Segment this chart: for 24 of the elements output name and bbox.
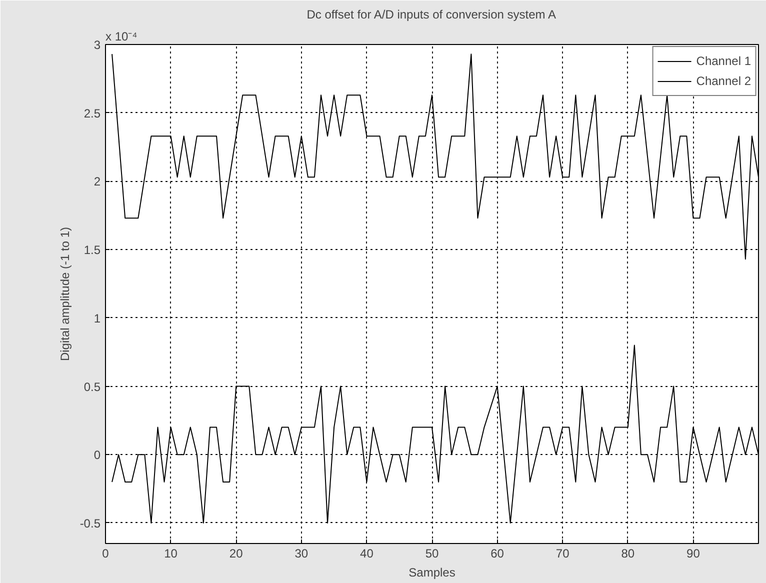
y-tick-label: 2.5 <box>84 106 101 120</box>
legend-label: Channel 2 <box>696 74 751 88</box>
y-tick-label: 1 <box>94 311 101 326</box>
y-tick-label: 0.5 <box>84 380 101 394</box>
text: x 10⁻⁴ <box>106 30 138 44</box>
x-tick-label: 50 <box>425 546 439 560</box>
x-axis-title: Samples <box>408 566 456 580</box>
x-tick-label: 80 <box>621 546 635 560</box>
x-tick-label: 10 <box>164 546 178 560</box>
y-tick-label: 1.5 <box>84 243 101 258</box>
y-tick-label: -0.5 <box>80 516 101 530</box>
chart-title: Dc offset for A/D inputs of conversion system A <box>306 8 556 22</box>
y-tick-label: 2 <box>94 174 101 189</box>
y-axis-title: Digital amplitude (-1 to 1) <box>58 226 72 362</box>
y-tick-label: 3 <box>94 38 101 52</box>
x-tick-label: 0 <box>102 546 110 560</box>
x-tick-label: 40 <box>360 546 374 560</box>
y-tick-label: 0 <box>94 448 101 462</box>
legend-label: Channel 1 <box>696 54 751 68</box>
x-tick-label: 70 <box>556 546 570 560</box>
x-tick-label: 30 <box>294 546 308 560</box>
x-tick-label: 20 <box>229 546 244 560</box>
x-tick-label: 60 <box>490 546 504 560</box>
x-tick-label: 90 <box>686 546 700 560</box>
